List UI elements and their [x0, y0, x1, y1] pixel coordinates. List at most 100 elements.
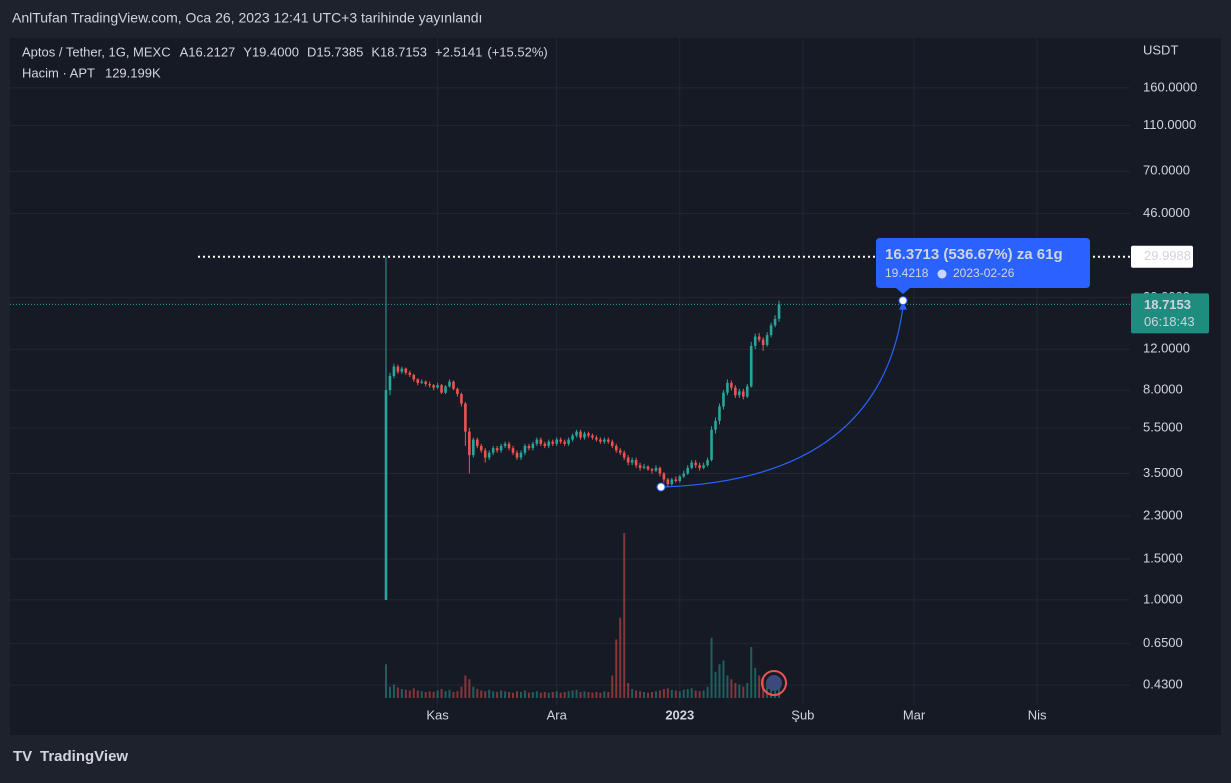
volume-bar [619, 617, 622, 698]
volume-bar [460, 686, 463, 698]
volume-bar [718, 664, 721, 698]
candle-body [626, 457, 630, 463]
volume-bar [456, 691, 459, 698]
candle-body [622, 452, 626, 458]
chart-title: AnlTufan TradingView.com, Oca 26, 2023 1… [12, 10, 482, 26]
candle-body [773, 318, 777, 326]
volume-bar [408, 690, 411, 698]
volume-bar [436, 690, 439, 698]
candle-body [662, 473, 666, 480]
measure-end [898, 296, 908, 306]
legend-text: D [307, 44, 316, 59]
volume-bar [686, 689, 689, 698]
volume-bar [734, 683, 737, 698]
volume-bar [611, 675, 614, 698]
candle-body [634, 460, 638, 466]
candle-body [479, 445, 483, 451]
currency: USDT [1143, 42, 1178, 57]
volume-bar [643, 692, 646, 698]
candle-body [702, 465, 705, 468]
candle-body [428, 383, 431, 386]
y-tick-label: 2.3000 [1143, 507, 1183, 522]
volume-bar [607, 692, 610, 698]
volume-bar [658, 690, 661, 698]
candle-body [495, 448, 499, 451]
volume-bar [742, 686, 745, 698]
candle-body [698, 465, 701, 468]
volume-bar [468, 679, 471, 698]
candle-body [452, 381, 455, 389]
volume-bar [567, 691, 570, 698]
candle-body [682, 473, 686, 477]
volume-bar [615, 639, 618, 698]
candle-body [499, 445, 503, 451]
volume-bar [476, 689, 479, 698]
volume-bar [774, 686, 777, 698]
high-tag [1131, 245, 1193, 268]
volume-bar [555, 691, 558, 698]
candle-body [614, 445, 618, 451]
candle-body [777, 304, 781, 319]
candle-body [551, 441, 555, 444]
candle-body [722, 392, 725, 407]
volume-bar [484, 691, 487, 698]
volume-bar [448, 689, 451, 698]
volume-bar [662, 689, 665, 698]
volume-bar [623, 533, 626, 698]
volume-bar [396, 687, 399, 698]
volume-bar [599, 692, 602, 698]
candle-body [714, 420, 717, 430]
candle-body [610, 441, 614, 446]
volume-bar [698, 691, 701, 698]
measure-start [656, 482, 666, 492]
candle-body [670, 479, 674, 485]
volume-bar [428, 691, 431, 698]
volume-bar [694, 690, 697, 698]
candle-body [491, 448, 495, 453]
volume-bar [420, 691, 423, 698]
candle-body [694, 462, 697, 466]
volume-bar [508, 692, 511, 698]
candle-body [440, 385, 443, 393]
volume-bar [452, 692, 455, 698]
volume-bar [480, 690, 483, 698]
candle-body [706, 460, 709, 466]
volume-bar [563, 692, 566, 698]
volume-bar [635, 690, 638, 698]
candle-body [769, 325, 773, 336]
volume-bar [496, 692, 499, 698]
candle-body [642, 466, 646, 468]
volume-bar [432, 692, 435, 698]
candle-body [468, 431, 471, 456]
volume-bar [527, 692, 530, 698]
y-tick-label: 110.0000 [1143, 117, 1196, 132]
event-icon[interactable] [761, 670, 787, 696]
candle-body [690, 462, 693, 468]
candle-body [595, 437, 598, 440]
legend-text: 19.4000 [252, 44, 299, 59]
event-flag[interactable] [766, 675, 782, 691]
legend-text: Hacim · APT [22, 65, 95, 80]
candle-body [487, 452, 491, 458]
volume-bar [504, 691, 507, 698]
volume-bar [654, 691, 657, 698]
volume-bar [500, 690, 503, 698]
x-tick-label: 2023 [665, 707, 694, 722]
volume-bar [750, 647, 753, 698]
legend-text: Y [243, 44, 252, 59]
candle-body [686, 467, 690, 474]
volume-bar [571, 690, 574, 698]
brand-logo: TV [13, 748, 32, 765]
candle-body [420, 381, 424, 383]
volume-bar [512, 692, 515, 698]
candle-body [523, 445, 527, 453]
volume-bar [702, 690, 705, 698]
candle-body [519, 452, 523, 458]
candle-body [646, 466, 650, 470]
candle-body [384, 390, 388, 600]
candle-body [734, 387, 737, 396]
candle-body [424, 381, 427, 384]
volume-bar [746, 683, 749, 698]
volume-bar [758, 675, 761, 698]
overlay: 29.9988 18.7153 06:18:43 16.3713 (536.67%) … [10, 238, 1209, 492]
